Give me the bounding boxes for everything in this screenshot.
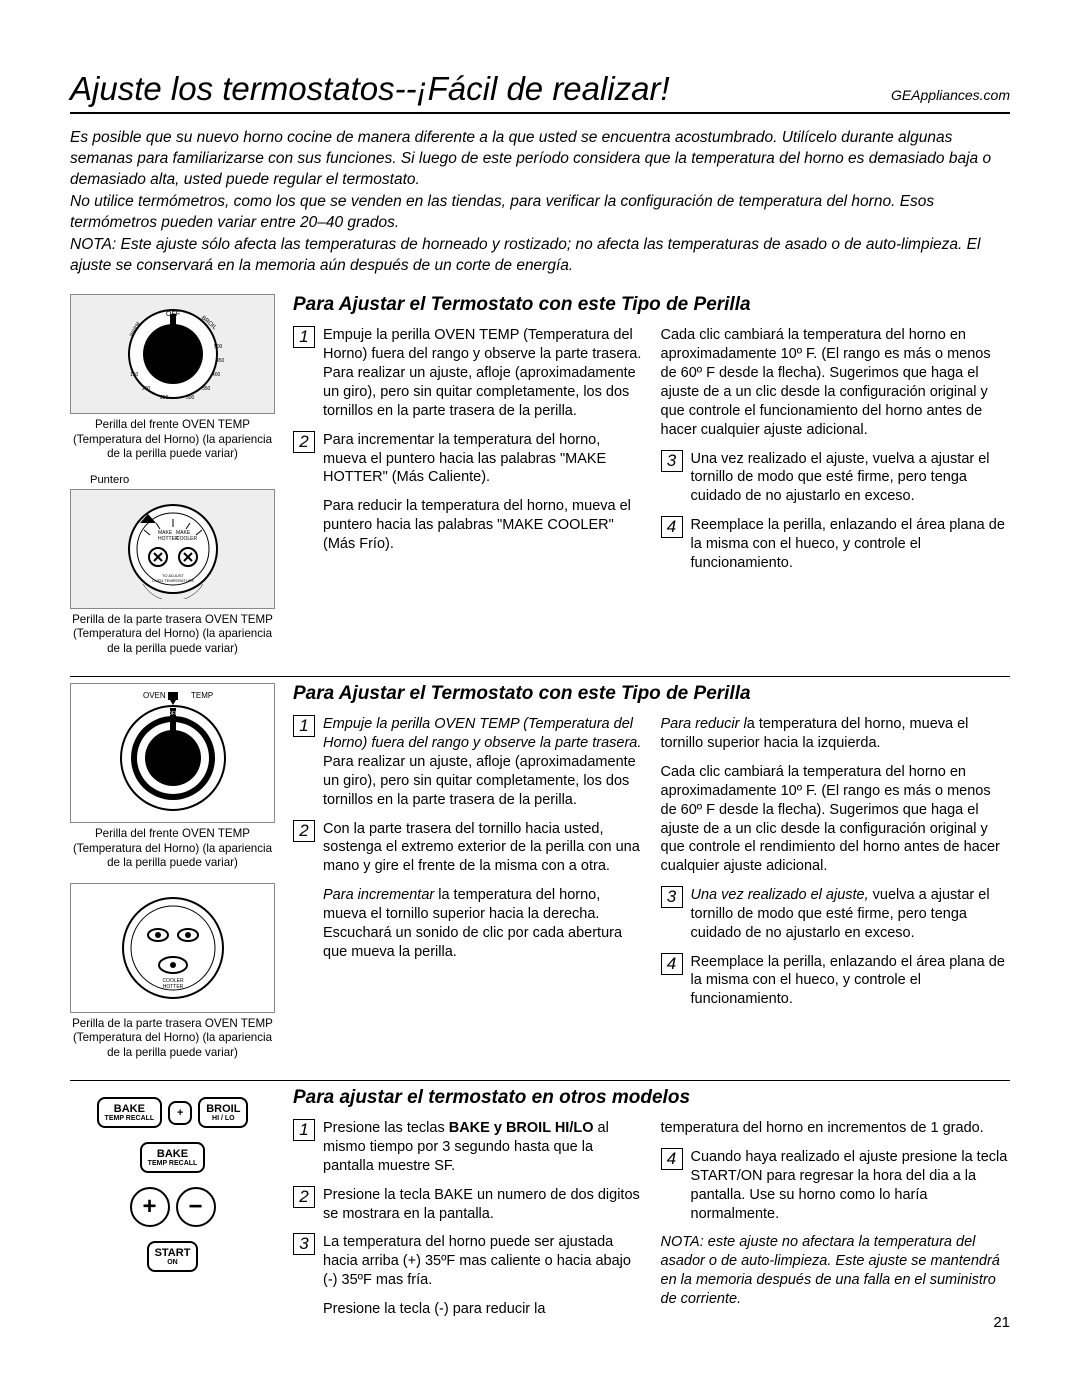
knob2-back-illustration: COOLER HOTTER	[70, 883, 275, 1013]
knob2-front-illustration: OVEN TEMP OFF	[70, 683, 275, 823]
svg-text:350: 350	[202, 386, 211, 392]
page-number: 21	[661, 1313, 1011, 1333]
step-number-icon: 1	[293, 715, 315, 737]
step-number-icon: 3	[661, 450, 683, 472]
svg-text:150: 150	[130, 372, 139, 378]
intro-p1: Es posible que su nuevo horno cocine de …	[70, 128, 1010, 191]
svg-text:450: 450	[216, 358, 225, 364]
svg-text:500: 500	[214, 344, 223, 350]
s3-step3b: Presione la tecla (-) para reducir la	[293, 1300, 643, 1319]
page-header: Ajuste los termostatos--¡Fácil de realiz…	[70, 70, 1010, 114]
plus-button-icon: +	[168, 1101, 192, 1125]
section3-body: Para ajustar el termostato en otros mode…	[293, 1087, 1010, 1332]
step-number-icon: 2	[293, 431, 315, 453]
bake-button2-icon: BAKETEMP RECALL	[140, 1142, 206, 1173]
s1-step4: 4 Reemplace la perilla, enlazando el áre…	[661, 516, 1011, 573]
svg-text:OFF: OFF	[168, 711, 178, 717]
svg-text:OVEN: OVEN	[143, 691, 166, 700]
s3-step2: 2 Presione la tecla BAKE un numero de do…	[293, 1186, 643, 1224]
section-3: BAKETEMP RECALL + BROILHI / LO BAKETEMP …	[70, 1081, 1010, 1332]
step-number-icon: 2	[293, 820, 315, 842]
page-title: Ajuste los termostatos--¡Fácil de realiz…	[70, 70, 670, 108]
s2-2b-em: Para incrementar	[323, 887, 434, 903]
bake-button-icon: BAKETEMP RECALL	[97, 1097, 163, 1128]
svg-text:HOTTER: HOTTER	[162, 984, 183, 990]
s3-note: NOTA: este ajuste no afectara la tempera…	[661, 1233, 1011, 1308]
s1-step3: 3 Una vez realizado el ajuste, vuelva a …	[661, 450, 1011, 507]
section2-body: Para Ajustar el Termostato con este Tipo…	[293, 683, 1010, 1072]
s2-step1-em: Empuje la perilla OVEN TEMP (Temperatura…	[323, 716, 641, 751]
s3-rightp1: temperatura del horno en incrementos de …	[661, 1119, 1011, 1138]
s2-step1-rest: Para realizar un ajuste, afloje (aproxim…	[323, 754, 636, 808]
fig2-caption: Perilla de la parte trasera OVEN TEMP (T…	[70, 613, 275, 656]
s2-rightp2: Cada clic cambiará la temperatura del ho…	[661, 763, 1011, 876]
section3-buttons: BAKETEMP RECALL + BROILHI / LO BAKETEMP …	[70, 1087, 275, 1332]
step-number-icon: 1	[293, 1119, 315, 1141]
s2-3-em: Una vez realizado el ajuste,	[691, 887, 869, 903]
step-number-icon: 4	[661, 953, 683, 975]
plus-circle-icon: +	[130, 1187, 170, 1227]
s1-step2b: Para reducir la temperatura del horno, m…	[293, 497, 643, 554]
svg-text:OVEN TEMPERATURE: OVEN TEMPERATURE	[151, 578, 194, 583]
section2-figures: OVEN TEMP OFF Perilla del frente OVEN TE…	[70, 683, 275, 1072]
s1-step2: 2 Para incrementar la temperatura del ho…	[293, 431, 643, 488]
s2-step3: 3 Una vez realizado el ajuste, vuelva a …	[661, 886, 1011, 943]
step-number-icon: 1	[293, 326, 315, 348]
step-number-icon: 4	[661, 1148, 683, 1170]
section2-heading: Para Ajustar el Termostato con este Tipo…	[293, 683, 1010, 705]
fig1-caption: Perilla del frente OVEN TEMP (Temperatur…	[70, 418, 275, 461]
step-number-icon: 3	[661, 886, 683, 908]
svg-text:400: 400	[212, 372, 221, 378]
s3-1b: BAKE y BROIL HI/LO	[449, 1120, 594, 1136]
fig2-1-caption: Perilla del frente OVEN TEMP (Temperatur…	[70, 827, 275, 870]
svg-text:COOLER: COOLER	[176, 536, 198, 542]
puntero-label: Puntero	[70, 474, 275, 486]
s1-rightp1: Cada clic cambiará la temperatura del ho…	[661, 326, 1011, 439]
step-number-icon: 2	[293, 1186, 315, 1208]
section-1: OFF BROIL WARM 500450 400350 300250 2001…	[70, 288, 1010, 668]
broil-button-icon: BROILHI / LO	[198, 1097, 248, 1128]
section3-heading: Para ajustar el termostato en otros mode…	[293, 1087, 1010, 1109]
s1-step1: 1 Empuje la perilla OVEN TEMP (Temperatu…	[293, 326, 643, 420]
s2-step2: 2 Con la parte trasera del tornillo haci…	[293, 820, 643, 877]
s2-step1: 1 Empuje la perilla OVEN TEMP (Temperatu…	[293, 715, 643, 809]
s2-rightp1: Para reducir la temperatura del horno, m…	[661, 715, 1011, 753]
section-2: OVEN TEMP OFF Perilla del frente OVEN TE…	[70, 677, 1010, 1072]
knob-back-illustration: MAKEHOTTER MAKECOOLER TO ADJUST OVEN TEM…	[70, 489, 275, 609]
svg-text:OFF: OFF	[166, 311, 180, 318]
s2-r1-em: Para reducir l	[661, 716, 747, 732]
s2-step4: 4 Reemplace la perilla, enlazando el áre…	[661, 953, 1011, 1010]
knob-front-illustration: OFF BROIL WARM 500450 400350 300250 2001…	[70, 294, 275, 414]
s2-step2b: Para incrementar la temperatura del horn…	[293, 886, 643, 961]
svg-text:TEMP: TEMP	[191, 691, 213, 700]
site-link: GEAppliances.com	[891, 87, 1010, 103]
start-button-icon: STARTON	[147, 1241, 199, 1272]
intro-p2: No utilice termómetros, como los que se …	[70, 192, 1010, 234]
intro-p3: NOTA: Este ajuste sólo afecta las temper…	[70, 235, 1010, 277]
s3-1a: Presione las teclas	[323, 1120, 449, 1136]
s3-step1: 1 Presione las teclas BAKE y BROIL HI/LO…	[293, 1119, 643, 1176]
minus-circle-icon: −	[176, 1187, 216, 1227]
fig2-2-caption: Perilla de la parte trasera OVEN TEMP (T…	[70, 1017, 275, 1060]
s3-step3: 3 La temperatura del horno puede ser aju…	[293, 1233, 643, 1290]
svg-text:200: 200	[142, 386, 151, 392]
section1-heading: Para Ajustar el Termostato con este Tipo…	[293, 294, 1010, 316]
section1-body: Para Ajustar el Termostato con este Tipo…	[293, 294, 1010, 668]
s3-step4: 4 Cuando haya realizado el ajuste presio…	[661, 1148, 1011, 1223]
svg-text:300: 300	[186, 395, 195, 401]
intro-block: Es posible que su nuevo horno cocine de …	[70, 128, 1010, 276]
step-number-icon: 4	[661, 516, 683, 538]
section1-figures: OFF BROIL WARM 500450 400350 300250 2001…	[70, 294, 275, 668]
svg-text:250: 250	[160, 395, 169, 401]
step-number-icon: 3	[293, 1233, 315, 1255]
